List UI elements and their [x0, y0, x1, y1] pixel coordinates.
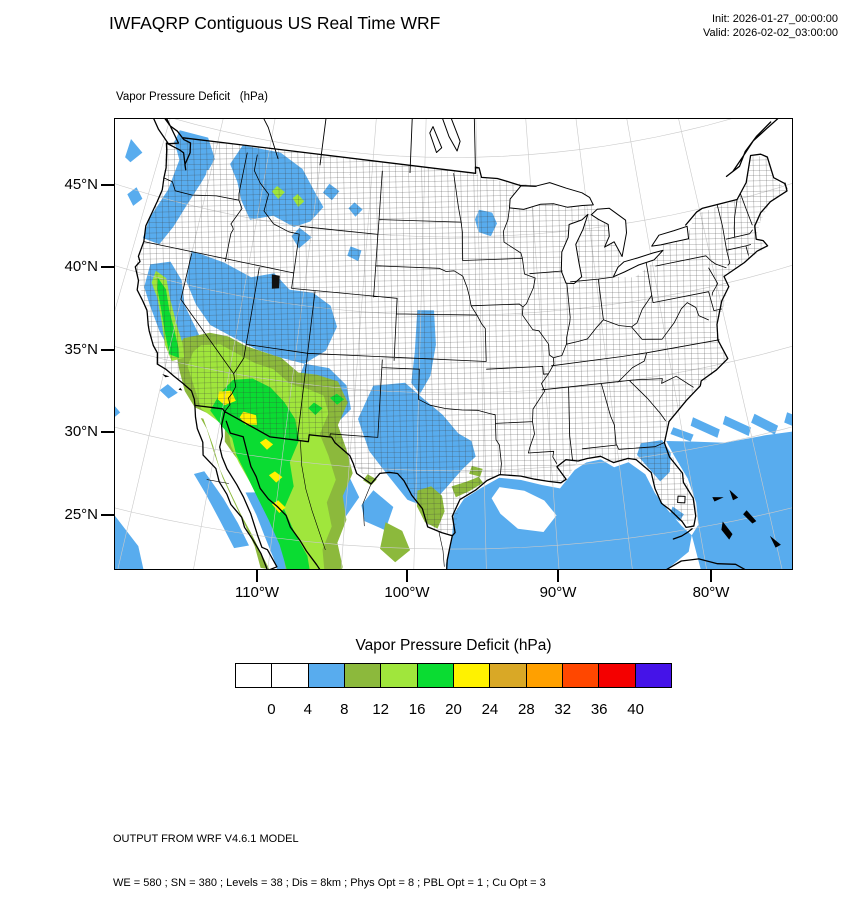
latitude-tick — [101, 431, 114, 433]
colorbar-cell — [416, 663, 454, 688]
colorbar-tick-label: 16 — [408, 701, 426, 718]
colorbar-cell — [452, 663, 491, 688]
footer-line1: OUTPUT FROM WRF V4.6.1 MODEL — [113, 833, 299, 845]
colorbar-tick-label: 32 — [554, 701, 572, 718]
colorbar-tick-label: 4 — [303, 701, 312, 718]
latitude-tick — [101, 266, 114, 268]
colorbar-tick-label: 12 — [372, 701, 389, 718]
pacific-vpd-blue — [115, 139, 249, 569]
map-geography-layer — [115, 119, 792, 569]
state-boundaries — [143, 152, 753, 475]
colorbar-cell — [343, 663, 382, 688]
longitude-tick — [710, 570, 712, 582]
national-borders-and-coastlines — [134, 119, 788, 569]
gulf-of-mexico-vpd-blue — [445, 459, 692, 569]
latitude-tick — [101, 514, 114, 516]
longitude-tick-label: 80°W — [692, 584, 730, 601]
longitude-tick-label: 110°W — [234, 584, 280, 601]
valid-time: Valid: 2026-02-02_03:00:00 — [703, 27, 838, 39]
model-run-info: Init: 2026-01-27_00:00:00 Valid: 2026-02… — [703, 12, 838, 40]
latitude-tick-label: 40°N — [64, 258, 98, 275]
latitude-tick-label: 45°N — [64, 176, 98, 193]
field-label: Vapor Pressure Deficit (hPa) — [116, 91, 268, 103]
colorbar-cell — [561, 663, 600, 688]
colorbar-cell — [489, 663, 527, 688]
map-svg — [115, 119, 792, 569]
colorbar-cell — [634, 663, 672, 688]
colorbar-cell — [598, 663, 636, 688]
colorbar-tick-label: 24 — [481, 701, 499, 718]
longitude-tick-label: 90°W — [539, 584, 577, 601]
colorbar-tick-label: 28 — [517, 701, 535, 718]
colorbar-cell — [525, 663, 563, 688]
plot-title: IWFAQRP Contiguous US Real Time WRF — [109, 13, 441, 33]
colorbar-tick-label: 36 — [590, 701, 608, 718]
longitude-tick — [256, 570, 258, 582]
great-salt-lake — [271, 274, 280, 289]
latitude-tick-label: 25°N — [64, 506, 98, 523]
white-gaps-overlay — [204, 170, 557, 532]
latitude-tick-label: 35°N — [64, 341, 98, 358]
longitude-tick — [406, 570, 408, 582]
colorbar-title: Vapor Pressure Deficit (hPa) — [355, 637, 552, 654]
latitude-tick — [101, 349, 114, 351]
colorbar-cell — [271, 663, 309, 688]
longitude-tick — [557, 570, 559, 582]
mexico-state-boundaries — [206, 440, 445, 567]
init-time: Init: 2026-01-27_00:00:00 — [712, 13, 838, 25]
atlantic-vpd-blue — [666, 431, 792, 569]
colorbar-tick-label: 0 — [267, 701, 276, 718]
latitude-tick — [101, 184, 114, 186]
canada-province-boundaries — [263, 119, 476, 174]
footer-line2: WE = 580 ; SN = 380 ; Levels = 38 ; Dis … — [113, 876, 546, 889]
colorbar-tick-labels: 0 4 8 12 16 20 24 28 32 36 40 — [235, 701, 672, 719]
atlantic-blue-streaks — [670, 412, 792, 442]
great-lakes — [429, 119, 690, 504]
model-config-footer: OUTPUT FROM WRF V4.6.1 MODEL WE = 580 ; … — [113, 803, 546, 905]
colorbar-cell — [307, 663, 345, 688]
colorbar-cell — [380, 663, 418, 688]
wrf-plot-page: { "header": { "title": "IWFAQRP Contiguo… — [64, 12, 838, 889]
colorbar-cell — [235, 663, 273, 688]
colorbar-tick-label: 40 — [627, 701, 644, 718]
colorbar — [235, 663, 672, 688]
latitude-tick-label: 30°N — [64, 423, 98, 440]
longitude-tick-label: 100°W — [384, 584, 430, 601]
colorbar-tick-label: 20 — [445, 701, 462, 718]
colorbar-tick-label: 8 — [340, 701, 349, 718]
map-frame — [114, 118, 793, 570]
